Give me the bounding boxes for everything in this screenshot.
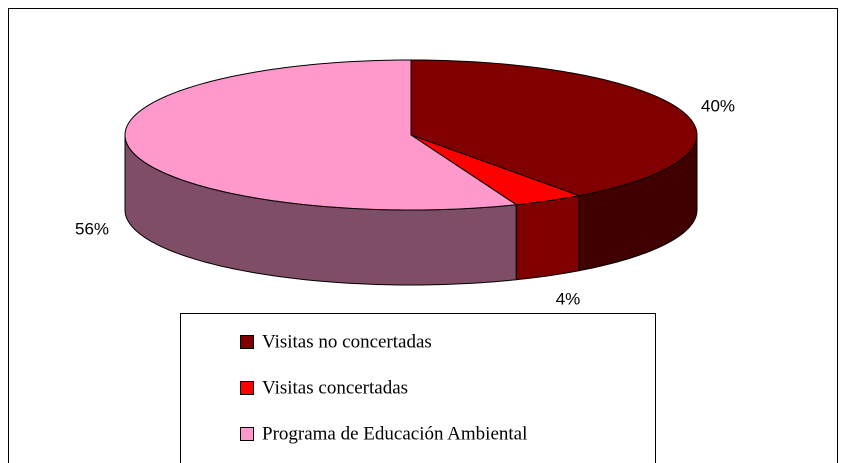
pie-slice (410, 134, 582, 206)
data-label: 4% (556, 289, 581, 308)
legend-label: Programa de Educación Ambiental (262, 423, 527, 444)
legend-box (180, 313, 656, 463)
data-label: 56% (75, 219, 109, 238)
pie-slice (124, 59, 518, 211)
legend-label: Visitas no concertadas (262, 331, 432, 352)
pie-slice (410, 59, 698, 197)
legend-label: Visitas concertadas (262, 377, 408, 398)
pie-side (515, 195, 580, 281)
data-label: 40% (701, 96, 735, 115)
legend-swatch (240, 381, 254, 395)
chart-frame (8, 8, 838, 463)
legend-swatch (240, 427, 254, 441)
legend-swatch (240, 335, 254, 349)
